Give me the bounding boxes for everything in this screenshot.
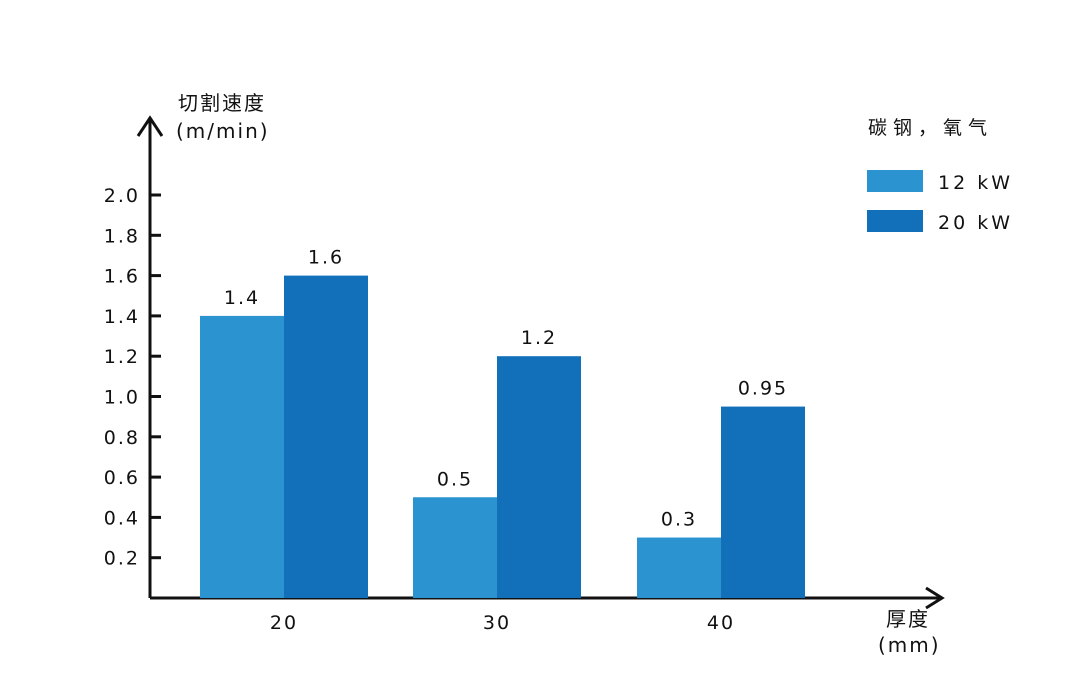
legend-label-12kw: 12 kW [938,172,1013,194]
y-tick-label: 0.2 [104,548,140,570]
y-axis-title-line1: 切割速度 [178,91,266,115]
legend-title: 碳钢，氧气 [868,117,993,139]
y-ticks: 0.2 0.4 0.6 0.8 1.0 1.2 1.4 1.6 1.8 2.0 [104,185,161,570]
legend-swatch-12kw [867,170,923,192]
data-label: 1.6 [308,247,344,269]
x-ticks: 20 30 40 [270,612,735,634]
bar-20-20kw [284,275,368,598]
y-tick-label: 1.8 [104,225,140,247]
data-label: 1.2 [521,327,557,349]
x-tick-label: 40 [707,612,735,634]
y-tick-label: 2.0 [104,185,140,207]
y-axis [136,115,164,598]
bars: 1.4 1.6 0.5 1.2 0.3 0.95 [200,247,805,598]
x-tick-label: 20 [270,612,298,634]
y-tick-label: 0.4 [104,507,140,529]
data-label: 0.3 [661,509,697,531]
y-tick-label: 1.4 [104,306,140,328]
bar-40-12kw [637,537,721,598]
x-axis-title-line1: 厚度 [886,607,930,631]
legend-label-20kw: 20 kW [938,212,1013,234]
data-label: 1.4 [224,287,260,309]
x-axis-title-line2: (mm) [878,633,941,657]
legend-swatch-20kw [867,210,923,232]
y-tick-label: 1.2 [104,346,140,368]
data-label: 0.5 [437,468,473,490]
bar-40-20kw [721,406,805,598]
y-tick-label: 1.0 [104,387,140,409]
y-axis-title-line2: (m/min) [176,119,270,143]
bar-30-20kw [497,356,581,598]
bar-30-12kw [413,497,497,598]
data-label: 0.95 [738,378,788,400]
y-tick-label: 1.6 [104,266,140,288]
y-tick-label: 0.8 [104,427,140,449]
bar-20-12kw [200,315,284,598]
x-tick-label: 30 [483,612,511,634]
y-tick-label: 0.6 [104,467,140,489]
